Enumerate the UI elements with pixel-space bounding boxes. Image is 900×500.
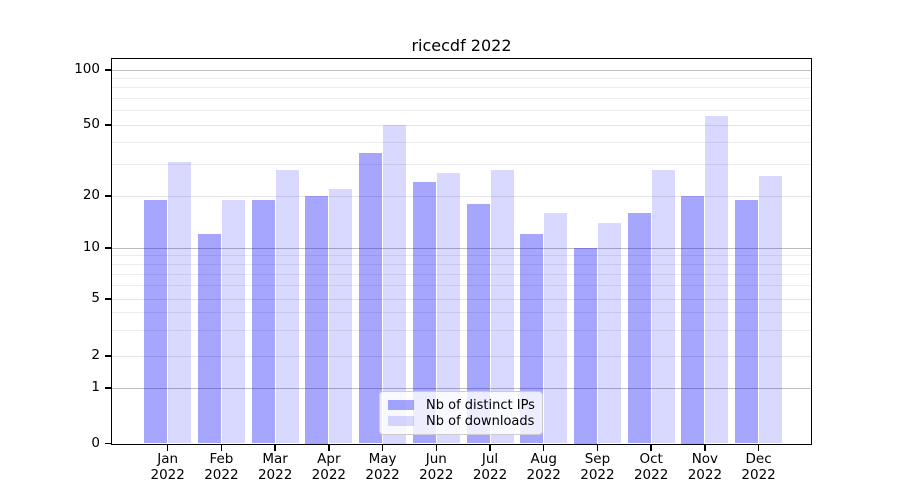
gridline — [112, 273, 811, 275]
x-axis-tick-label: Mar 2022 — [257, 451, 293, 483]
bar-downloads — [168, 162, 192, 444]
y-axis-tick — [105, 442, 112, 445]
x-axis-tick — [489, 445, 491, 451]
x-axis-tick-label: Nov 2022 — [687, 451, 723, 483]
bar-distinct-ips — [144, 199, 168, 444]
gridline — [112, 124, 811, 126]
bar-distinct-ips — [359, 152, 383, 444]
y-axis-tick-label: 0 — [91, 434, 100, 451]
x-axis-tick-label: Dec 2022 — [741, 451, 776, 483]
gridline — [112, 387, 811, 389]
gridline — [112, 69, 811, 71]
gridline — [112, 195, 811, 197]
x-axis-tick-label: Jan 2022 — [150, 451, 185, 483]
bar-downloads — [759, 175, 783, 444]
bar-downloads — [436, 172, 460, 444]
gridline — [112, 298, 811, 300]
gridline — [112, 312, 811, 314]
y-axis-tick — [105, 69, 112, 71]
bar-downloads — [597, 222, 621, 444]
x-axis-tick-label: Aug 2022 — [526, 451, 561, 483]
x-axis-tick-label: Jun 2022 — [419, 451, 454, 483]
bar-downloads — [705, 116, 729, 444]
y-axis-tick-label: 100 — [74, 61, 100, 77]
axes-spines — [111, 58, 812, 445]
x-axis-tick — [435, 445, 438, 451]
x-axis-tick — [166, 445, 169, 451]
gridline — [112, 247, 811, 249]
y-axis-tick — [105, 298, 112, 300]
bar-distinct-ips — [305, 196, 329, 444]
y-axis-tick-label: 1 — [91, 379, 100, 395]
chart-title: ricecdf 2022 — [411, 36, 512, 55]
legend-label-distinct-ips: Nb of distinct IPs — [426, 397, 535, 413]
bar-downloads — [651, 169, 675, 444]
bar-distinct-ips — [573, 248, 597, 444]
x-axis-tick — [328, 445, 330, 451]
bar-downloads — [329, 188, 353, 444]
gridline — [112, 110, 811, 112]
x-axis-tick — [596, 445, 599, 451]
x-axis-tick-label: Oct 2022 — [633, 451, 669, 483]
legend-item-distinct-ips: Nb of distinct IPs — [388, 397, 535, 413]
bar-distinct-ips — [681, 196, 705, 444]
legend-item-downloads: Nb of downloads — [388, 413, 534, 429]
y-axis-tick-label: 20 — [82, 187, 100, 203]
y-axis-tick — [105, 195, 112, 197]
legend-swatch-downloads — [388, 416, 414, 426]
x-axis-tick — [220, 445, 223, 451]
bar-distinct-ips — [735, 199, 759, 444]
y-axis-tick-label: 10 — [82, 239, 100, 255]
gridline — [112, 355, 811, 357]
y-axis-tick-label: 50 — [82, 116, 100, 132]
gridline — [112, 77, 811, 79]
gridline — [112, 141, 811, 143]
gridline — [112, 87, 811, 89]
y-axis-tick — [105, 387, 112, 389]
gridline — [112, 164, 811, 166]
legend-swatch-distinct-ips — [388, 400, 414, 410]
x-axis-tick — [650, 445, 652, 451]
bar-distinct-ips — [466, 203, 490, 444]
bar-distinct-ips — [251, 199, 275, 444]
gridline — [112, 330, 811, 332]
x-axis-tick — [381, 445, 384, 451]
bar-downloads — [275, 169, 299, 444]
x-axis-tick-label: Feb 2022 — [204, 451, 239, 483]
bar-distinct-ips — [197, 234, 221, 444]
bar-distinct-ips — [627, 212, 651, 444]
y-axis-tick-label: 5 — [91, 290, 100, 306]
legend-label-downloads: Nb of downloads — [426, 413, 535, 429]
bar-downloads — [221, 199, 245, 444]
y-axis-tick — [105, 124, 112, 126]
gridline — [112, 97, 811, 99]
legend: Nb of distinct IPs Nb of downloads — [379, 391, 543, 435]
bar-downloads — [490, 169, 514, 444]
x-axis-tick — [542, 445, 545, 451]
x-axis-tick — [274, 445, 276, 451]
y-axis-tick — [105, 355, 112, 357]
x-axis-tick-label: Sep 2022 — [580, 451, 615, 483]
x-axis-tick — [757, 445, 760, 451]
y-axis-tick — [105, 247, 112, 249]
gridline — [112, 263, 811, 265]
bar-downloads — [383, 125, 407, 444]
x-axis-tick-label: May 2022 — [365, 451, 400, 483]
bar-distinct-ips — [412, 181, 436, 444]
gridline — [112, 255, 811, 257]
y-axis-tick-label: 2 — [91, 347, 100, 363]
x-axis-tick-label: Apr 2022 — [311, 451, 347, 483]
x-axis-tick — [704, 445, 706, 451]
bar-downloads — [544, 212, 568, 444]
gridline — [112, 285, 811, 287]
x-axis-tick-label: Jul 2022 — [472, 451, 508, 483]
